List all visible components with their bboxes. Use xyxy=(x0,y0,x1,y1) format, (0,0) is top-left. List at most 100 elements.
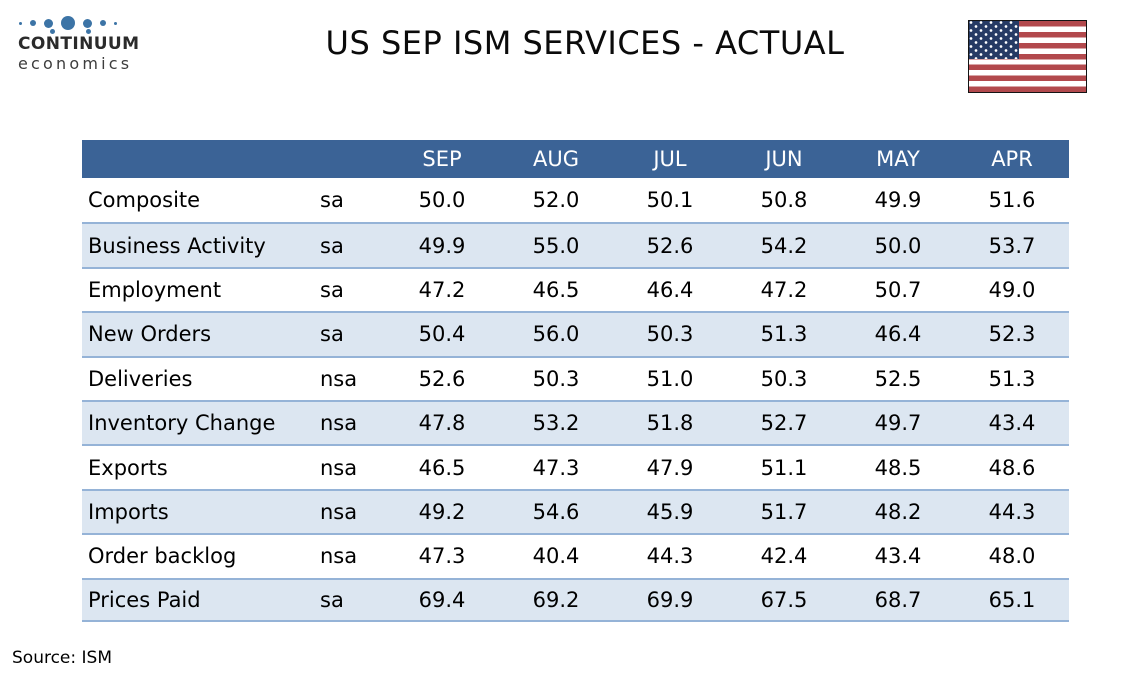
row-value: 50.7 xyxy=(874,277,922,302)
row-value: 46.4 xyxy=(874,322,922,347)
row-label: Exports xyxy=(88,455,168,480)
row-value: 53.2 xyxy=(532,411,580,436)
row-value: 52.3 xyxy=(988,322,1036,347)
row-value: 50.0 xyxy=(874,233,922,258)
logo-wordmark: CONTINUUM xyxy=(18,34,140,54)
row-value: 44.3 xyxy=(988,499,1036,524)
logo-dot xyxy=(19,21,22,25)
row-label: New Orders xyxy=(88,322,212,347)
row-value: 51.3 xyxy=(760,322,808,347)
row-value: 51.8 xyxy=(646,411,694,436)
row-value: 51.1 xyxy=(760,455,808,480)
row-value: 42.4 xyxy=(760,544,808,569)
row-value: 48.6 xyxy=(988,455,1036,480)
row-value: 54.2 xyxy=(760,233,808,258)
row-label: Composite xyxy=(88,188,201,213)
row-value: 40.4 xyxy=(532,544,580,569)
row-value: 49.9 xyxy=(874,188,922,213)
row-label: Business Activity xyxy=(88,233,266,258)
table-row: Business Activity sa 49.9 55.0 52.6 54.2 50.0 5… xyxy=(82,222,1069,267)
row-value: 45.9 xyxy=(646,499,694,524)
us-flag-icon xyxy=(968,20,1087,93)
column-header: JUN xyxy=(765,147,803,171)
row-value: 50.3 xyxy=(646,322,694,347)
continuum-logo: CONTINUUM economics xyxy=(18,15,139,73)
row-value: 69.4 xyxy=(418,587,466,612)
row-value: 43.4 xyxy=(874,544,922,569)
row-value: 49.0 xyxy=(988,277,1036,302)
table-row: Exports nsa 46.5 47.3 47.9 51.1 48.5 48.6 xyxy=(82,444,1069,489)
row-value: 47.2 xyxy=(418,277,466,302)
row-value: 52.6 xyxy=(646,233,694,258)
table-row: Employment sa 47.2 46.5 46.4 47.2 50.7 49.0 xyxy=(82,266,1069,312)
column-header: MAY xyxy=(876,147,920,171)
source-note: Source: ISM xyxy=(12,648,112,668)
row-value: 50.0 xyxy=(418,188,466,213)
row-value: 52.5 xyxy=(874,366,922,391)
logo-dots-icon xyxy=(19,15,139,34)
row-value: 52.6 xyxy=(418,366,466,391)
row-value: 47.2 xyxy=(760,277,808,302)
row-value: 49.7 xyxy=(874,411,922,436)
row-value: 48.0 xyxy=(988,544,1036,569)
table-row: Inventory Change nsa 47.8 53.2 51.8 52.7 49.7 4… xyxy=(82,399,1069,445)
row-value: 54.6 xyxy=(532,499,580,524)
row-adjustment: nsa xyxy=(320,366,358,391)
column-header: APR xyxy=(991,147,1033,171)
row-value: 46.5 xyxy=(532,277,580,302)
row-value: 56.0 xyxy=(532,322,580,347)
row-adjustment: nsa xyxy=(320,499,358,524)
column-header: SEP xyxy=(422,147,462,171)
row-value: 44.3 xyxy=(646,544,694,569)
logo-dot xyxy=(100,20,106,26)
row-adjustment: sa xyxy=(320,277,344,302)
row-adjustment: sa xyxy=(320,188,344,213)
table-row: Imports nsa 49.2 54.6 45.9 51.7 48.2 44.3 xyxy=(82,488,1069,534)
row-adjustment: nsa xyxy=(320,411,358,436)
row-value: 49.2 xyxy=(418,499,466,524)
row-value: 48.2 xyxy=(874,499,922,524)
row-adjustment: sa xyxy=(320,587,344,612)
row-value: 47.3 xyxy=(532,455,580,480)
row-value: 68.7 xyxy=(874,587,922,612)
row-value: 55.0 xyxy=(532,233,580,258)
row-label: Deliveries xyxy=(88,366,193,391)
logo-dot xyxy=(61,16,75,30)
row-value: 48.5 xyxy=(874,455,922,480)
logo-dot xyxy=(44,18,53,28)
table-row: Deliveries nsa 52.6 50.3 51.0 50.3 52.5 51.3 xyxy=(82,355,1069,400)
row-label: Order backlog xyxy=(88,544,237,569)
logo-dot xyxy=(83,18,92,28)
row-value: 50.4 xyxy=(418,322,466,347)
row-adjustment: nsa xyxy=(320,455,358,480)
column-header: AUG xyxy=(532,147,579,171)
row-value: 69.9 xyxy=(646,587,694,612)
row-value: 52.0 xyxy=(532,188,580,213)
logo-dot xyxy=(50,29,55,34)
logo-dot xyxy=(114,21,117,25)
row-value: 47.8 xyxy=(418,411,466,436)
table-header-row: SEP AUG JUL JUN MAY APR xyxy=(82,140,1069,178)
logo-subtext: economics xyxy=(18,53,133,73)
table-body: Composite sa 50.0 52.0 50.1 50.8 49.9 51.6 Busin… xyxy=(82,178,1069,622)
row-value: 50.3 xyxy=(760,366,808,391)
row-value: 50.3 xyxy=(532,366,580,391)
row-label: Employment xyxy=(88,277,222,302)
row-value: 51.6 xyxy=(988,188,1036,213)
row-value: 46.4 xyxy=(646,277,694,302)
page-title: US SEP ISM SERVICES - ACTUAL xyxy=(325,24,845,62)
row-adjustment: sa xyxy=(320,322,344,347)
data-table: SEP AUG JUL JUN MAY APR Composite sa 50.0 5… xyxy=(82,140,1069,622)
logo-dot xyxy=(30,20,36,26)
column-header: JUL xyxy=(653,147,687,171)
row-value: 69.2 xyxy=(532,587,580,612)
row-label: Inventory Change xyxy=(88,411,276,436)
row-value: 49.9 xyxy=(418,233,466,258)
table-row: Prices Paid sa 69.4 69.2 69.9 67.5 68.7 65.1 xyxy=(82,577,1069,622)
row-value: 67.5 xyxy=(760,587,808,612)
row-value: 65.1 xyxy=(988,587,1036,612)
row-value: 51.3 xyxy=(988,366,1036,391)
row-label: Imports xyxy=(88,499,169,524)
logo-dot xyxy=(86,29,91,34)
table-row: Composite sa 50.0 52.0 50.1 50.8 49.9 51.6 xyxy=(82,178,1069,223)
